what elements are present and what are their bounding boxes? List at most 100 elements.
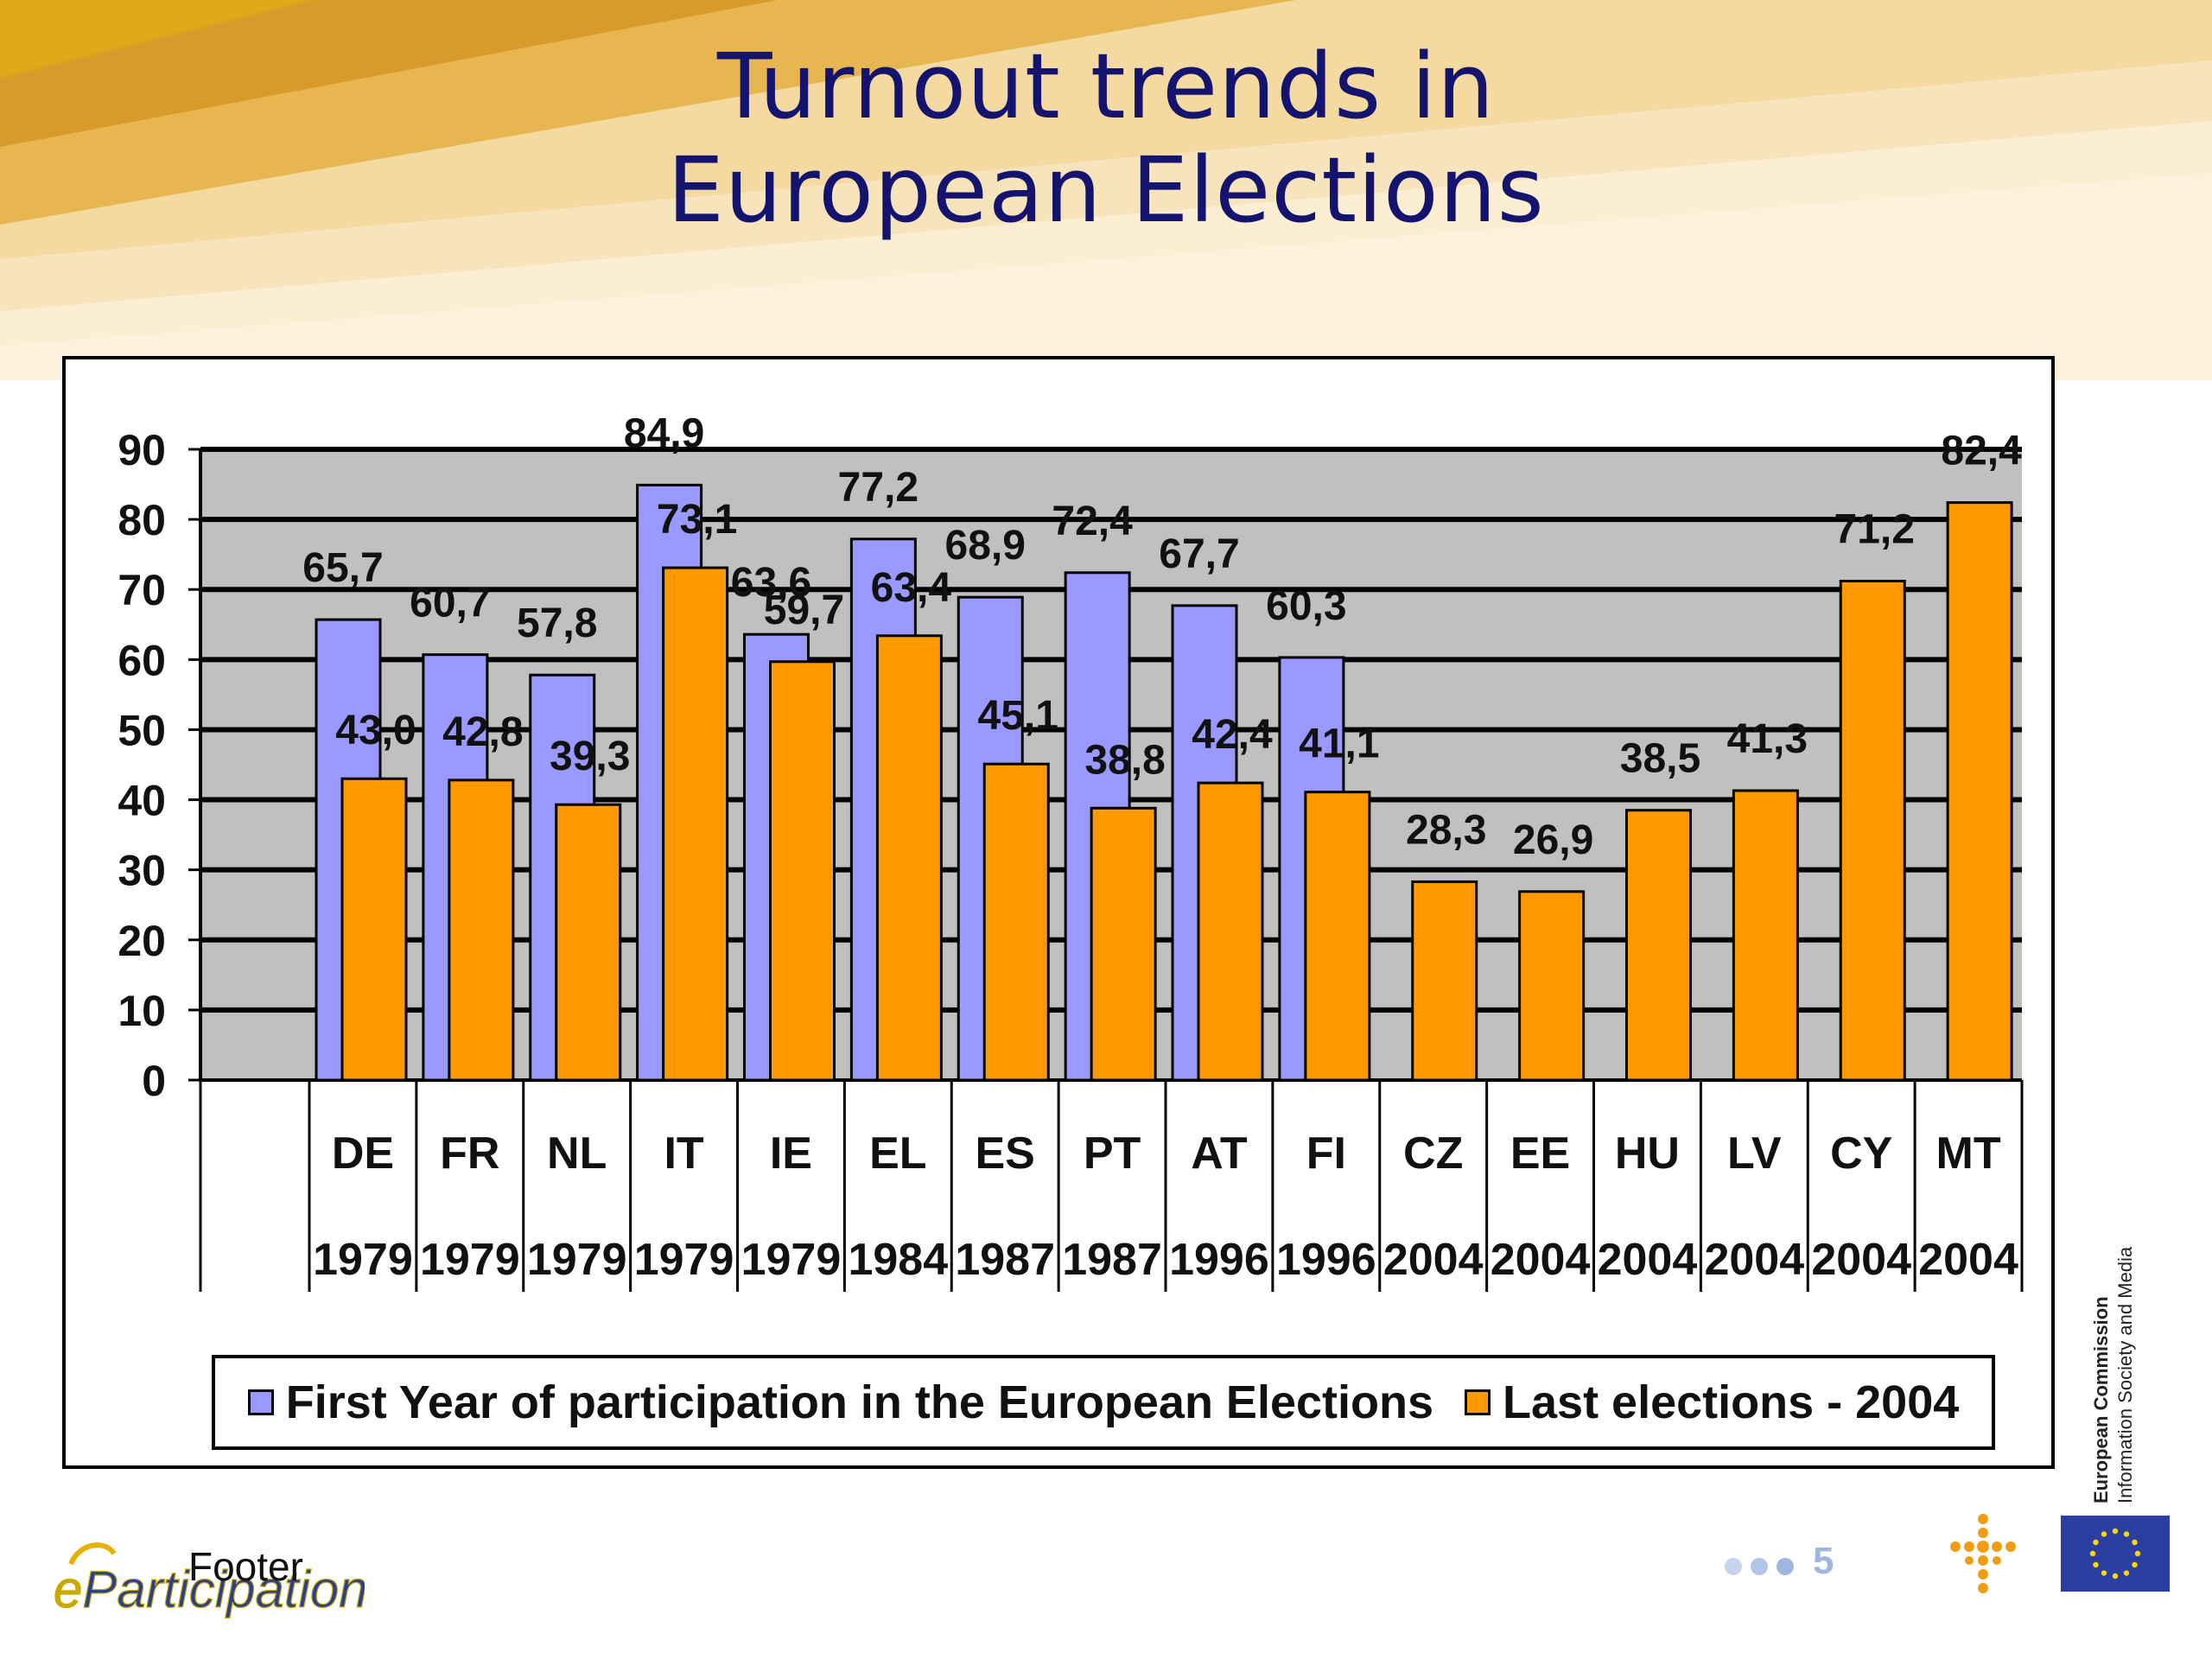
eu-star [2101, 1570, 2107, 1576]
x-category-label: DE [332, 1128, 394, 1179]
eu-star [2132, 1561, 2138, 1568]
x-year-label: 1987 [1062, 1235, 1162, 1285]
eparticipation-logo: eParticipation [54, 1542, 365, 1619]
x-category-label: NL [547, 1128, 607, 1179]
data-label-first-year: 84,9 [624, 410, 704, 456]
data-label-last-2004: 63,4 [871, 565, 952, 611]
data-label-last-2004: 71,2 [1834, 506, 1915, 552]
x-year-label: 1996 [1276, 1235, 1376, 1285]
header-banner [0, 0, 2212, 380]
y-tick-label: 10 [118, 987, 166, 1035]
legend-entry-last-2004: Last elections - 2004 [1465, 1376, 1959, 1429]
eu-star [2101, 1531, 2107, 1537]
bar-last-2004 [769, 660, 836, 1082]
legend-label-first-year: First Year of participation in the Europ… [285, 1376, 1434, 1428]
bar-last-2004 [1304, 791, 1371, 1082]
data-label-last-2004: 26,9 [1513, 817, 1593, 863]
data-label-last-2004: 45,1 [978, 693, 1058, 739]
x-year-label: 1979 [634, 1235, 734, 1285]
bar-last-2004 [1732, 789, 1799, 1082]
data-label-first-year: 65,7 [302, 545, 383, 591]
legend-label-last-2004: Last elections - 2004 [1503, 1376, 1960, 1428]
y-tick-label: 40 [118, 777, 166, 825]
legend-swatch-last-2004 [1465, 1389, 1491, 1415]
x-year-label: 1987 [955, 1235, 1055, 1285]
eu-star [2134, 1550, 2141, 1557]
x-year-label: 2004 [1383, 1235, 1484, 1285]
bar-last-2004 [1625, 809, 1692, 1082]
x-year-label: 2004 [1491, 1235, 1591, 1285]
x-category-label: CY [1830, 1128, 1892, 1179]
bar-last-2004 [340, 777, 408, 1082]
x-category-label: EE [1510, 1128, 1570, 1179]
x-category-label: FI [1306, 1128, 1346, 1179]
eu-star [2112, 1573, 2119, 1580]
data-label-last-2004: 38,8 [1084, 737, 1165, 783]
eu-star [2123, 1570, 2130, 1576]
bar-last-2004 [555, 803, 622, 1082]
x-year-label: 2004 [1811, 1235, 1911, 1285]
data-label-last-2004: 73,1 [657, 497, 737, 543]
data-label-first-year: 60,3 [1266, 583, 1346, 629]
y-tick-label: 30 [118, 847, 166, 895]
data-label-last-2004: 41,1 [1299, 721, 1379, 767]
ec-line-2: Information Society and Media [2114, 1246, 2136, 1503]
x-category-label: FR [440, 1128, 499, 1179]
data-label-last-2004: 41,3 [1727, 716, 1808, 762]
y-tick-label: 70 [118, 566, 166, 614]
x-year-label: 1979 [420, 1235, 520, 1285]
x-year-label: 1984 [848, 1235, 948, 1285]
x-category-label: ES [976, 1128, 1035, 1179]
eu-star [2089, 1550, 2096, 1557]
x-year-label: 2004 [1598, 1235, 1698, 1285]
y-tick-label: 80 [118, 496, 166, 544]
legend-entry-first-year: First Year of participation in the Europ… [247, 1376, 1434, 1429]
european-commission-label: European Commission Information Society … [2089, 1054, 2141, 1503]
x-year-label: 1979 [527, 1235, 627, 1285]
data-label-last-2004: 42,8 [442, 709, 523, 755]
bar-last-2004 [1839, 579, 1906, 1082]
y-tick-label: 60 [118, 636, 166, 684]
bar-last-2004 [1411, 880, 1478, 1082]
svg-text:eParticipation: eParticipation [54, 1560, 365, 1618]
data-label-first-year: 68,9 [945, 523, 1026, 569]
orange-dot-cross-icon [1950, 1514, 2016, 1593]
x-category-label: PT [1084, 1128, 1141, 1179]
eu-star [2093, 1561, 2099, 1568]
x-year-label: 2004 [1918, 1235, 2018, 1285]
x-category-label: LV [1727, 1128, 1782, 1179]
bar-last-2004 [875, 634, 943, 1082]
x-category-label: EL [869, 1128, 926, 1179]
data-label-last-2004: 43,0 [335, 708, 416, 753]
bar-last-2004 [662, 566, 729, 1082]
y-tick-label: 20 [118, 917, 166, 965]
y-tick-label: 0 [142, 1057, 166, 1105]
data-label-last-2004: 38,5 [1620, 736, 1700, 782]
page-dots-icon [1725, 1558, 1794, 1575]
x-category-label: IT [664, 1128, 703, 1179]
x-year-label: 1979 [741, 1235, 842, 1285]
x-year-label: 1979 [313, 1235, 413, 1285]
data-label-first-year: 67,7 [1159, 531, 1239, 577]
chart-legend: First Year of participation in the Europ… [212, 1355, 1995, 1450]
y-tick-label: 50 [118, 706, 166, 754]
eu-flag-icon [2061, 1516, 2170, 1592]
y-tick-label: 90 [118, 426, 166, 474]
x-year-label: 2004 [1704, 1235, 1804, 1285]
x-category-label: CZ [1403, 1128, 1463, 1179]
x-category-label: AT [1191, 1128, 1248, 1179]
data-label-first-year: 60,7 [410, 581, 490, 626]
data-label-last-2004: 28,3 [1406, 807, 1486, 853]
slide-title: Turnout trends in European Elections [484, 35, 1728, 242]
data-label-last-2004: 39,3 [550, 734, 630, 779]
data-label-first-year: 77,2 [838, 465, 918, 511]
eu-star [2112, 1528, 2119, 1535]
bar-last-2004 [448, 779, 515, 1082]
eu-star [2123, 1531, 2130, 1537]
x-category-label: IE [770, 1128, 812, 1179]
title-line-1: Turnout trends in [716, 34, 1496, 139]
bar-last-2004 [1197, 781, 1264, 1082]
x-year-label: 1996 [1169, 1235, 1269, 1285]
x-category-label: HU [1615, 1128, 1680, 1179]
